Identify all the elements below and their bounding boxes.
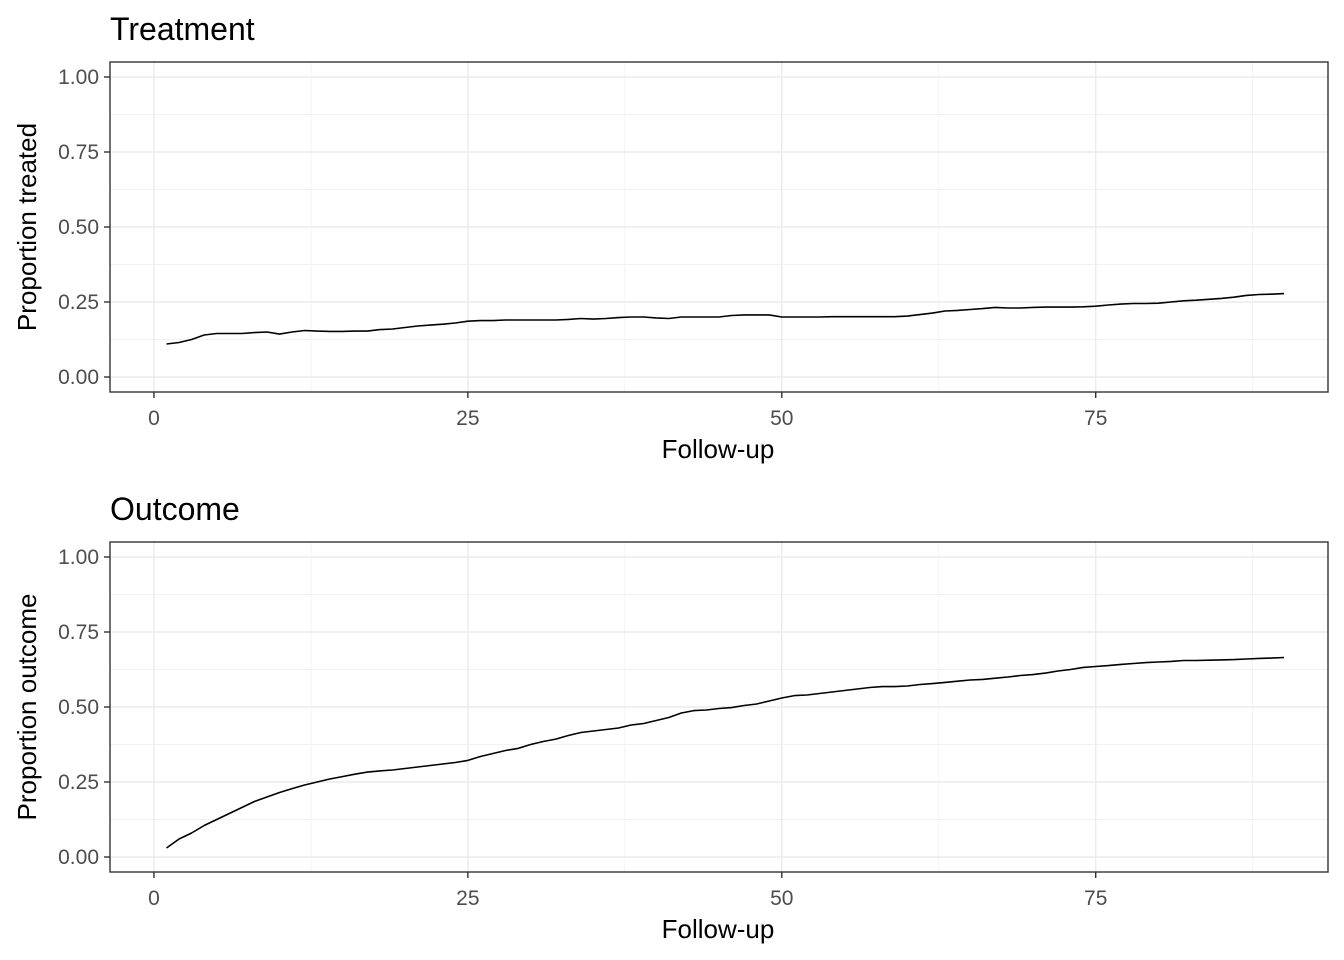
treatment-y-tick-label: 0.75: [58, 141, 99, 164]
treatment-x-tick-label: 25: [456, 407, 479, 430]
outcome-gridlines: [110, 542, 1328, 872]
treatment-series-line: [166, 292, 1285, 345]
treatment-x-tick-label: 75: [1084, 407, 1107, 430]
outcome-x-tick-label: 50: [770, 887, 793, 910]
outcome-y-tick-label: 0.00: [58, 846, 99, 869]
treatment-panel: Treatment Follow-up Proportion treated 0…: [12, 11, 1329, 464]
treatment-x-tick-label: 50: [770, 407, 793, 430]
treatment-x-axis-title: Follow-up: [662, 434, 775, 464]
treatment-x-tick-label: 0: [148, 407, 160, 430]
treatment-y-tick-label: 0.25: [58, 291, 99, 314]
outcome-title: Outcome: [110, 491, 240, 527]
treatment-y-tick-label: 0.00: [58, 366, 99, 389]
outcome-x-tick-label: 25: [456, 887, 479, 910]
outcome-y-tick-label: 1.00: [58, 546, 99, 569]
treatment-y-tick-label: 1.00: [58, 66, 99, 89]
outcome-x-tick-label: 0: [148, 887, 160, 910]
treatment-title: Treatment: [110, 11, 255, 47]
outcome-x-tick-label: 75: [1084, 887, 1107, 910]
outcome-y-tick-label: 0.75: [58, 621, 99, 644]
outcome-series-line: [166, 656, 1285, 849]
outcome-x-axis-title: Follow-up: [662, 914, 775, 944]
outcome-y-axis-title: Proportion outcome: [12, 594, 42, 821]
outcome-panel: Outcome Follow-up Proportion outcome 0 25…: [12, 491, 1329, 944]
treatment-y-axis-title: Proportion treated: [12, 123, 42, 331]
treatment-gridlines: [110, 62, 1328, 392]
outcome-y-tick-label: 0.50: [58, 696, 99, 719]
treatment-y-tick-label: 0.50: [58, 216, 99, 239]
outcome-y-tick-label: 0.25: [58, 771, 99, 794]
